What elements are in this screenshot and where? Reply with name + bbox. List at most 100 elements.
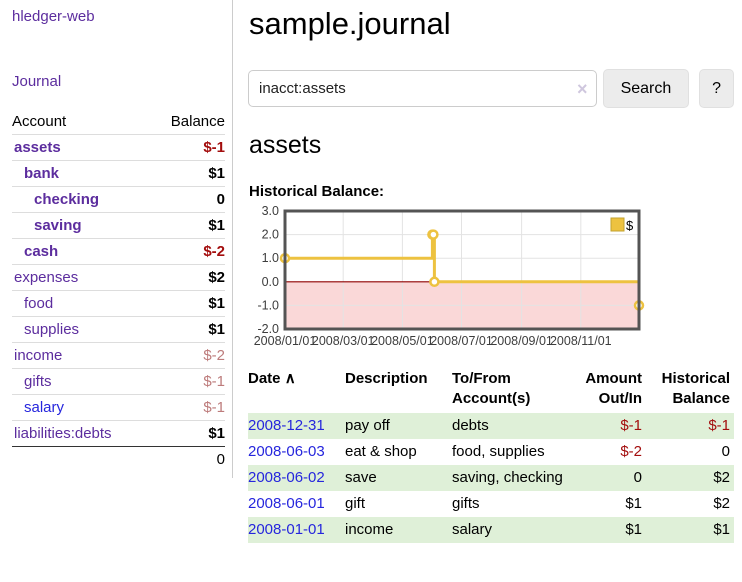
help-button[interactable]: ? xyxy=(699,69,734,108)
accounts-table: Account Balance assets $-1 ban xyxy=(12,110,225,472)
svg-text:$: $ xyxy=(626,218,634,233)
account-row: supplies $1 xyxy=(12,316,225,343)
search-bar: × Search ? xyxy=(248,69,734,108)
accounts-total-value: 0 xyxy=(216,451,225,468)
transaction-description: save xyxy=(345,469,377,486)
transaction-balance: $-1 xyxy=(708,417,730,434)
transaction-amount: $1 xyxy=(625,521,642,538)
transaction-date-link[interactable]: 2008-06-03 xyxy=(248,443,325,460)
transaction-amount: $1 xyxy=(625,495,642,512)
transaction-accounts: saving, checking xyxy=(452,469,563,486)
account-link[interactable]: gifts xyxy=(24,373,52,390)
account-heading: assets xyxy=(249,131,322,159)
svg-text:3.0: 3.0 xyxy=(262,204,279,218)
accounts-col-account: Account xyxy=(12,113,67,130)
sidebar: hledger-web Journal Account Balance asse… xyxy=(0,0,233,478)
transaction-description: gift xyxy=(345,495,366,512)
transaction-amount: $-1 xyxy=(620,417,642,434)
historical-balance-label: Historical Balance: xyxy=(249,183,385,200)
account-link[interactable]: assets xyxy=(14,139,61,156)
register-row: 2008-01-01 income salary $1 $1 xyxy=(248,517,734,543)
transaction-description: eat & shop xyxy=(345,443,417,460)
svg-text:2.0: 2.0 xyxy=(262,228,279,242)
accounts-total-row: 0 xyxy=(12,446,225,473)
account-balance: $-1 xyxy=(203,139,225,156)
account-row: saving $1 xyxy=(12,212,225,239)
account-row: bank $1 xyxy=(12,160,225,187)
svg-text:1.0: 1.0 xyxy=(262,251,279,265)
account-row: gifts $-1 xyxy=(12,368,225,395)
account-row: liabilities:debts $1 xyxy=(12,420,225,447)
transaction-balance: $1 xyxy=(713,521,730,538)
transaction-accounts: food, supplies xyxy=(452,443,545,460)
transaction-accounts: debts xyxy=(452,417,489,434)
clear-search-icon[interactable]: × xyxy=(577,78,588,99)
transaction-balance: $2 xyxy=(713,495,730,512)
account-row: expenses $2 xyxy=(12,264,225,291)
account-balance: $1 xyxy=(208,165,225,182)
account-link[interactable]: income xyxy=(14,347,63,364)
transaction-amount: 0 xyxy=(633,469,642,486)
register-header-row: Date ∧ Description To/From Account(s) Am… xyxy=(248,367,734,413)
account-balance: $-1 xyxy=(203,373,225,390)
search-input-wrap: × xyxy=(248,70,597,107)
account-balance: 0 xyxy=(216,191,225,208)
svg-text:2008/07/01: 2008/07/01 xyxy=(430,334,493,348)
svg-text:2008/09/01: 2008/09/01 xyxy=(490,334,553,348)
account-row: salary $-1 xyxy=(12,394,225,421)
account-link[interactable]: salary xyxy=(24,399,65,416)
register-col-balance: Historical Balance xyxy=(661,370,730,407)
search-input[interactable] xyxy=(248,70,597,107)
page-title: sample.journal xyxy=(249,6,451,41)
sidebar-item-journal[interactable]: Journal xyxy=(12,73,62,90)
svg-text:-1.0: -1.0 xyxy=(257,298,279,312)
account-link[interactable]: checking xyxy=(34,191,100,208)
transaction-balance: 0 xyxy=(721,443,730,460)
account-balance: $-1 xyxy=(203,399,225,416)
balance-chart-plot[interactable]: $3.0 2.0 1.0 0.0 -1.0 -2.02008/01/012008/03/0… xyxy=(248,204,650,355)
transaction-description: pay off xyxy=(345,417,390,434)
transaction-balance: $2 xyxy=(713,469,730,486)
account-link[interactable]: saving xyxy=(34,217,82,234)
register-col-description: Description xyxy=(345,370,428,387)
svg-text:2008/11/01: 2008/11/01 xyxy=(550,334,612,348)
account-balance: $2 xyxy=(208,269,225,286)
account-link[interactable]: expenses xyxy=(14,269,79,286)
account-balance: $1 xyxy=(208,217,225,234)
account-balance: $-2 xyxy=(203,347,225,364)
account-link[interactable]: cash xyxy=(24,243,59,260)
account-link[interactable]: liabilities:debts xyxy=(14,425,112,442)
main-content: sample.journal × Search ? assets Histori… xyxy=(240,0,742,543)
account-row: assets $-1 xyxy=(12,134,225,161)
register-row: 2008-06-02 save saving, checking 0 $2 xyxy=(248,465,734,491)
transaction-accounts: gifts xyxy=(452,495,480,512)
register-col-accounts: To/From Account(s) xyxy=(452,370,531,407)
svg-text:0.0: 0.0 xyxy=(262,275,279,289)
transaction-date-link[interactable]: 2008-12-31 xyxy=(248,417,325,434)
account-link[interactable]: bank xyxy=(24,165,60,182)
transaction-date-link[interactable]: 2008-01-01 xyxy=(248,521,325,538)
account-row: cash $-2 xyxy=(12,238,225,265)
account-link[interactable]: supplies xyxy=(24,321,80,338)
transaction-date-link[interactable]: 2008-06-01 xyxy=(248,495,325,512)
accounts-col-balance: Balance xyxy=(170,113,225,130)
sort-ascending-icon: ∧ xyxy=(284,370,296,387)
svg-text:2008/01/01: 2008/01/01 xyxy=(254,334,317,348)
account-row: checking 0 xyxy=(12,186,225,213)
register-col-date[interactable]: Date ∧ xyxy=(248,370,296,387)
svg-text:2008/05/01: 2008/05/01 xyxy=(371,334,434,348)
register-table: Date ∧ Description To/From Account(s) Am… xyxy=(248,367,734,543)
app-title-link[interactable]: hledger-web xyxy=(12,8,95,25)
account-row: income $-2 xyxy=(12,342,225,369)
register-row: 2008-06-03 eat & shop food, supplies $-2… xyxy=(248,439,734,465)
account-balance: $1 xyxy=(208,321,225,338)
accounts-header-row: Account Balance xyxy=(12,110,225,135)
transaction-amount: $-2 xyxy=(620,443,642,460)
transaction-date-link[interactable]: 2008-06-02 xyxy=(248,469,325,486)
balance-chart[interactable]: $3.0 2.0 1.0 0.0 -1.0 -2.0 2008/01/01 2008/03/0… xyxy=(248,204,734,355)
transaction-accounts: salary xyxy=(452,521,493,538)
account-balance: $-2 xyxy=(203,243,225,260)
account-link[interactable]: food xyxy=(24,295,54,312)
search-button[interactable]: Search xyxy=(602,69,690,108)
